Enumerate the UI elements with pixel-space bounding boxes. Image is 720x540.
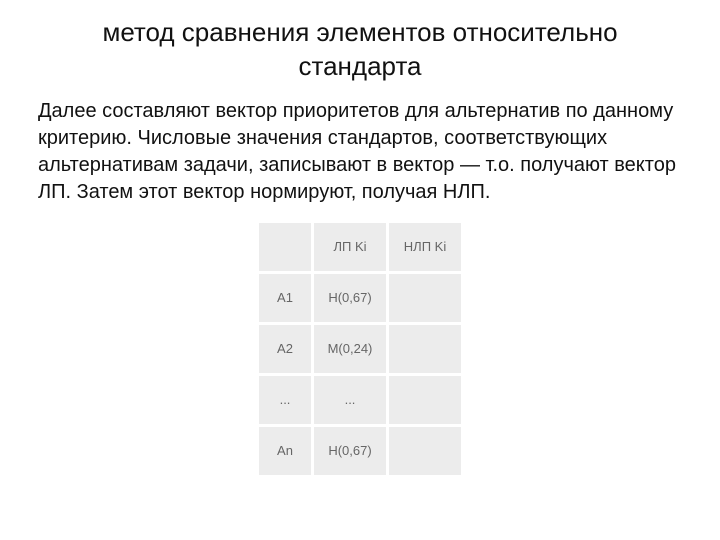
table-row: ... ... <box>259 376 461 424</box>
table-row: А2 М(0,24) <box>259 325 461 373</box>
table-header-cell: НЛП Ki <box>389 223 461 271</box>
table-cell <box>389 376 461 424</box>
table-cell <box>389 325 461 373</box>
table-header-cell: ЛП Ki <box>314 223 386 271</box>
table-header-row: ЛП Ki НЛП Ki <box>259 223 461 271</box>
table-cell: А1 <box>259 274 311 322</box>
table-cell: ... <box>259 376 311 424</box>
table-cell: М(0,24) <box>314 325 386 373</box>
table-header-cell <box>259 223 311 271</box>
table-cell: Н(0,67) <box>314 274 386 322</box>
table-cell: А2 <box>259 325 311 373</box>
page-title: метод сравнения элементов относительно с… <box>38 16 682 84</box>
table-row: Аn Н(0,67) <box>259 427 461 475</box>
body-paragraph: Далее составляют вектор приоритетов для … <box>38 98 682 206</box>
priority-table: ЛП Ki НЛП Ki А1 Н(0,67) А2 М(0,24) ... .… <box>256 220 464 478</box>
table-cell <box>389 274 461 322</box>
table-cell: Аn <box>259 427 311 475</box>
table-cell: ... <box>314 376 386 424</box>
table-row: А1 Н(0,67) <box>259 274 461 322</box>
table-cell: Н(0,67) <box>314 427 386 475</box>
table-cell <box>389 427 461 475</box>
table-container: ЛП Ki НЛП Ki А1 Н(0,67) А2 М(0,24) ... .… <box>38 220 682 478</box>
